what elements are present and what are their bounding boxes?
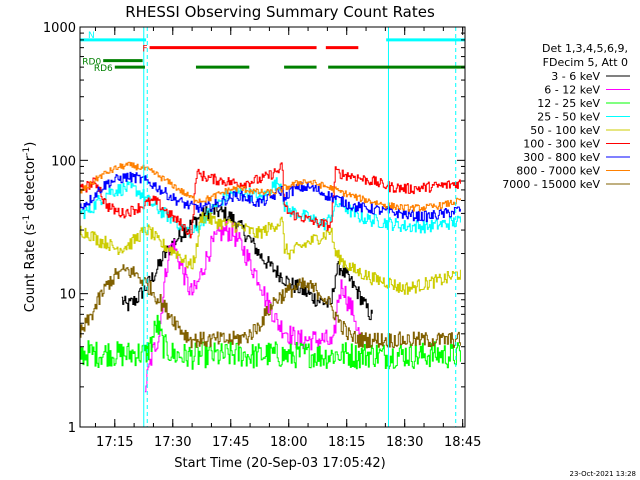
series-layer	[80, 161, 461, 393]
x-tick-label: 18:15	[328, 435, 365, 450]
x-tick-label: 18:45	[444, 435, 481, 450]
x-tick-label: 18:30	[386, 435, 423, 450]
y-axis-label-end: )	[23, 142, 38, 147]
legend-label: 7000 - 15000 keV	[502, 178, 600, 191]
y-axis-label-mid: detector	[23, 155, 38, 215]
legend-label: 12 - 25 keV	[537, 97, 600, 110]
x-axis-label: Start Time (20-Sep-03 17:05:42)	[174, 456, 385, 471]
y-tick-label: 1000	[43, 21, 76, 36]
series-line-5	[80, 212, 461, 295]
series-line-7	[80, 171, 461, 223]
x-tick-label: 17:45	[212, 435, 249, 450]
y-tick-label: 1	[68, 421, 76, 436]
flag-label-rd6: RD6	[94, 64, 113, 74]
series-line-2	[144, 221, 364, 393]
legend-label: 3 - 6 keV	[551, 70, 600, 83]
legend: Det 1,3,4,5,6,9,FDecim 5, Att 03 - 6 keV…	[502, 42, 630, 191]
axis-layer: 1 10 100 1000 17:15 17:30 17:45 18:00 18:15 18:30…	[43, 21, 482, 450]
plot-frame	[79, 26, 466, 428]
series-line-8	[80, 161, 461, 212]
y-axis-label-sup2: -1	[22, 147, 32, 156]
legend-label: 100 - 300 keV	[523, 138, 600, 151]
flag-label-f: F	[142, 45, 147, 55]
flag-label-n: N	[88, 31, 95, 41]
x-tick-label: 18:00	[270, 435, 307, 450]
legend-label: 300 - 800 keV	[523, 151, 600, 164]
chart-title: RHESSI Observing Summary Count Rates	[125, 3, 435, 21]
legend-title-line: Det 1,3,4,5,6,9,	[542, 42, 628, 55]
legend-label: 800 - 7000 keV	[516, 165, 600, 178]
legend-label: 50 - 100 keV	[530, 124, 600, 137]
legend-title-line: FDecim 5, Att 0	[543, 56, 628, 69]
y-axis-label-sup: -1	[22, 215, 32, 224]
series-line-9	[80, 264, 461, 349]
y-axis-label-main: Count Rate (s	[23, 224, 38, 313]
legend-label: 6 - 12 keV	[544, 84, 600, 97]
x-tick-label: 17:15	[96, 435, 133, 450]
legend-label: 25 - 50 keV	[537, 111, 600, 124]
timestamp: 23-Oct-2021 13:28	[570, 470, 636, 478]
y-axis-label: Count Rate (s-1 detector-1)	[22, 142, 38, 313]
y-tick-label: 10	[59, 288, 76, 303]
flag-label-rd0: RD0	[82, 58, 101, 68]
x-tick-label: 17:30	[154, 435, 191, 450]
y-tick-label: 100	[51, 154, 76, 169]
